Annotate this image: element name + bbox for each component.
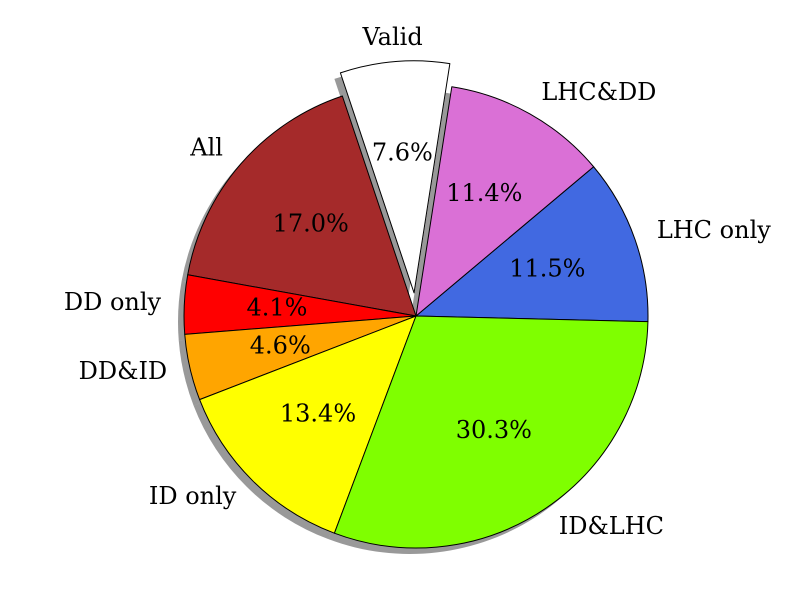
category-label: DD only: [64, 288, 162, 316]
value-label: 11.5%: [509, 254, 585, 282]
category-label: ID&LHC: [559, 512, 664, 540]
wedge: [333, 315, 649, 549]
value-label: 7.6%: [372, 139, 433, 167]
value-label: 17.0%: [273, 209, 349, 237]
value-label: 4.1%: [246, 294, 307, 322]
value-label: 11.4%: [446, 179, 522, 207]
wedge: [415, 166, 649, 323]
category-label: All: [189, 134, 223, 162]
wedge: [415, 86, 595, 317]
category-label: LHC only: [657, 216, 771, 244]
value-label: 13.4%: [280, 399, 356, 427]
category-label: ID only: [149, 482, 237, 510]
category-label: LHC&DD: [541, 78, 656, 106]
category-label: Valid: [362, 23, 423, 51]
category-label: DD&ID: [79, 357, 168, 385]
wedge: [339, 60, 451, 294]
wedge: [187, 95, 417, 317]
value-label: 4.6%: [250, 331, 311, 359]
value-label: 30.3%: [456, 416, 532, 444]
wedge: [199, 315, 417, 534]
